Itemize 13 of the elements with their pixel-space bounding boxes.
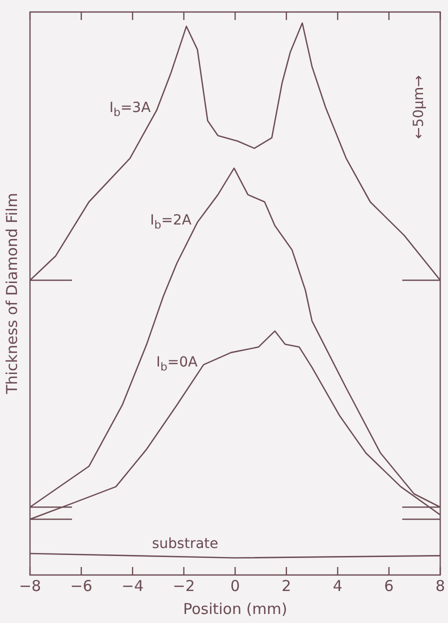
annotation: ←50μm→ <box>411 74 428 139</box>
x-tick-label: 2 <box>282 576 292 595</box>
x-tick-label: −6 <box>70 576 92 595</box>
series-label: substrate <box>152 536 218 552</box>
x-tick-label: 4 <box>332 576 342 595</box>
x-tick-label: 8 <box>435 576 445 595</box>
x-tick-label: −2 <box>172 576 195 595</box>
x-tick-label: 6 <box>384 576 394 595</box>
x-tick-label: 0 <box>230 576 240 595</box>
x-axis-title: Position (mm) <box>183 600 288 618</box>
x-tick-label: −4 <box>121 576 144 595</box>
x-tick-label: −8 <box>18 576 42 595</box>
y-axis-title: Thickness of Diamond Film <box>2 192 21 396</box>
